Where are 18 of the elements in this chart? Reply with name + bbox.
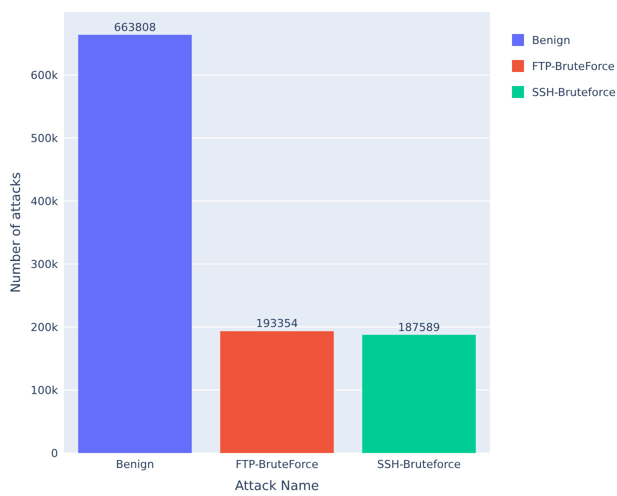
data-label: 663808 [114, 20, 156, 34]
legend-label: FTP-BruteForce [532, 60, 615, 73]
y-tick-label: 200k [30, 320, 59, 334]
x-axis-title: Attack Name [235, 479, 319, 494]
y-tick-label: 400k [30, 194, 59, 208]
x-tick-label: SSH-Bruteforce [377, 458, 462, 471]
y-tick-label: 500k [30, 132, 59, 145]
y-tick-label: 0 [51, 446, 58, 460]
y-tick-label: 600k [30, 68, 59, 82]
data-label: 187589 [398, 320, 440, 334]
y-tick-label: 300k [30, 258, 59, 271]
y-axis-title: Number of attacks [9, 172, 24, 293]
x-tick-label: Benign [116, 458, 154, 471]
y-tick-label: 100k [30, 384, 59, 397]
x-tick-label: FTP-BruteForce [236, 458, 319, 471]
data-label: 193354 [256, 317, 298, 330]
legend-label: Benign [532, 34, 570, 47]
legend-label: SSH-Bruteforce [532, 86, 616, 99]
